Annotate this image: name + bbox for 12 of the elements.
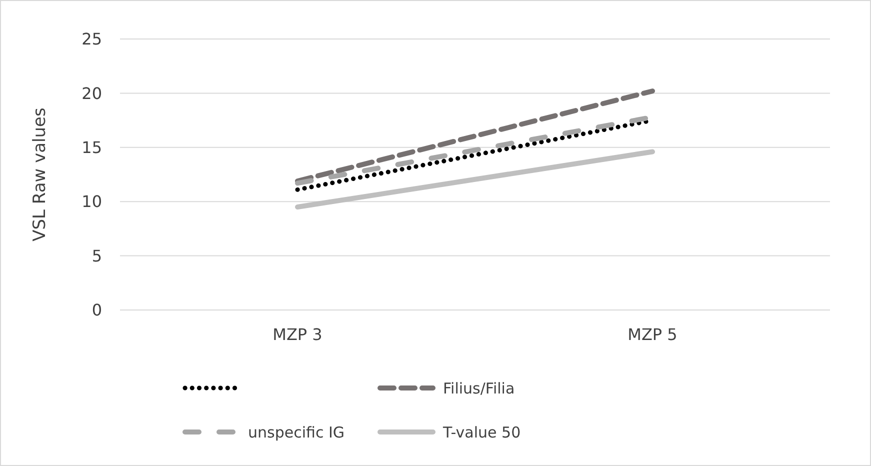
y-tick-label: 0	[92, 300, 102, 320]
legend-label: unspecific IG	[248, 423, 345, 442]
legend-label: Filius/Filia	[443, 379, 515, 398]
y-tick-label: 15	[82, 138, 102, 157]
y-tick-label: 5	[92, 246, 102, 266]
y-tick-label: 25	[82, 30, 102, 49]
y-axis-title: VSL Raw values	[30, 107, 50, 242]
legend-label: T-value 50	[442, 423, 521, 442]
x-tick-label: MZP 3	[272, 325, 322, 344]
y-tick-label: 20	[82, 84, 102, 103]
y-tick-label: 10	[82, 192, 102, 212]
x-tick-label: MZP 5	[628, 325, 678, 344]
